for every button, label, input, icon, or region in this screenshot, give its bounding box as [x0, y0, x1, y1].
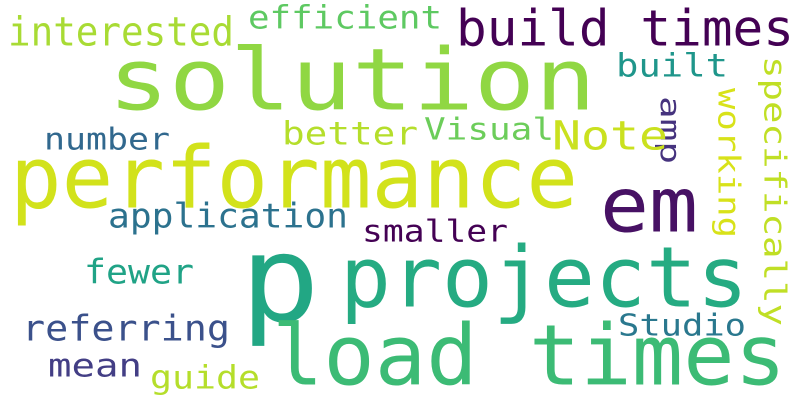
word-specifically: specifically — [757, 56, 793, 326]
word-visual: Visual — [424, 111, 554, 147]
word-working: working — [711, 88, 747, 238]
word-smaller: smaller — [362, 213, 508, 249]
word-built: built — [616, 47, 728, 85]
word-projects: projects — [340, 228, 748, 327]
word-solution: solution — [108, 30, 596, 131]
word-performance: performance — [10, 128, 578, 229]
word-studio: Studio — [618, 307, 746, 343]
word-build-times: build times — [456, 0, 794, 58]
word-fewer: fewer — [84, 253, 194, 292]
word-referring: referring — [22, 307, 230, 349]
word-em: em — [600, 161, 698, 250]
word-interested: interested — [8, 8, 234, 55]
word-guide: guide — [150, 359, 260, 397]
word-load-times: load times — [272, 306, 786, 400]
word-amp: amp — [654, 96, 687, 164]
word-p: p — [240, 209, 320, 350]
word-note: Note — [552, 112, 668, 159]
word-number: number — [44, 121, 170, 157]
word-efficient: efficient — [248, 0, 442, 37]
word-better: better — [282, 115, 418, 153]
word-application: application — [108, 197, 348, 236]
word-mean: mean — [48, 347, 142, 385]
